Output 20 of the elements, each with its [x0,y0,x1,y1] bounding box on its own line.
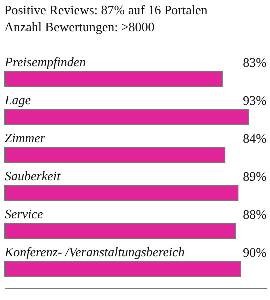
y-tick-label: Lage [4,92,32,108]
data-label: 93% [243,93,268,108]
data-label: 83% [243,55,268,70]
y-tick-label: Sauberkeit [5,168,61,184]
y-tick-label: Service [5,206,44,222]
data-label: 84% [243,131,268,146]
bar [4,261,242,277]
bar [4,109,250,125]
y-tick-label: Zimmer [5,130,46,146]
bar [4,185,239,201]
bar [4,71,223,87]
chart-title: Positive Reviews: 87% auf 16 Portalen [4,2,208,18]
data-label: 90% [243,245,268,260]
chart-subtitle: Anzahl Bewertungen: >8000 [4,20,155,34]
y-tick-label: Konferenz- /Veranstaltungsbereich [4,244,185,260]
y-tick-label: Preisempfinden [4,54,86,70]
bar [4,147,226,163]
data-label: 89% [243,169,268,184]
data-label: 88% [243,207,268,222]
bar [4,223,236,239]
